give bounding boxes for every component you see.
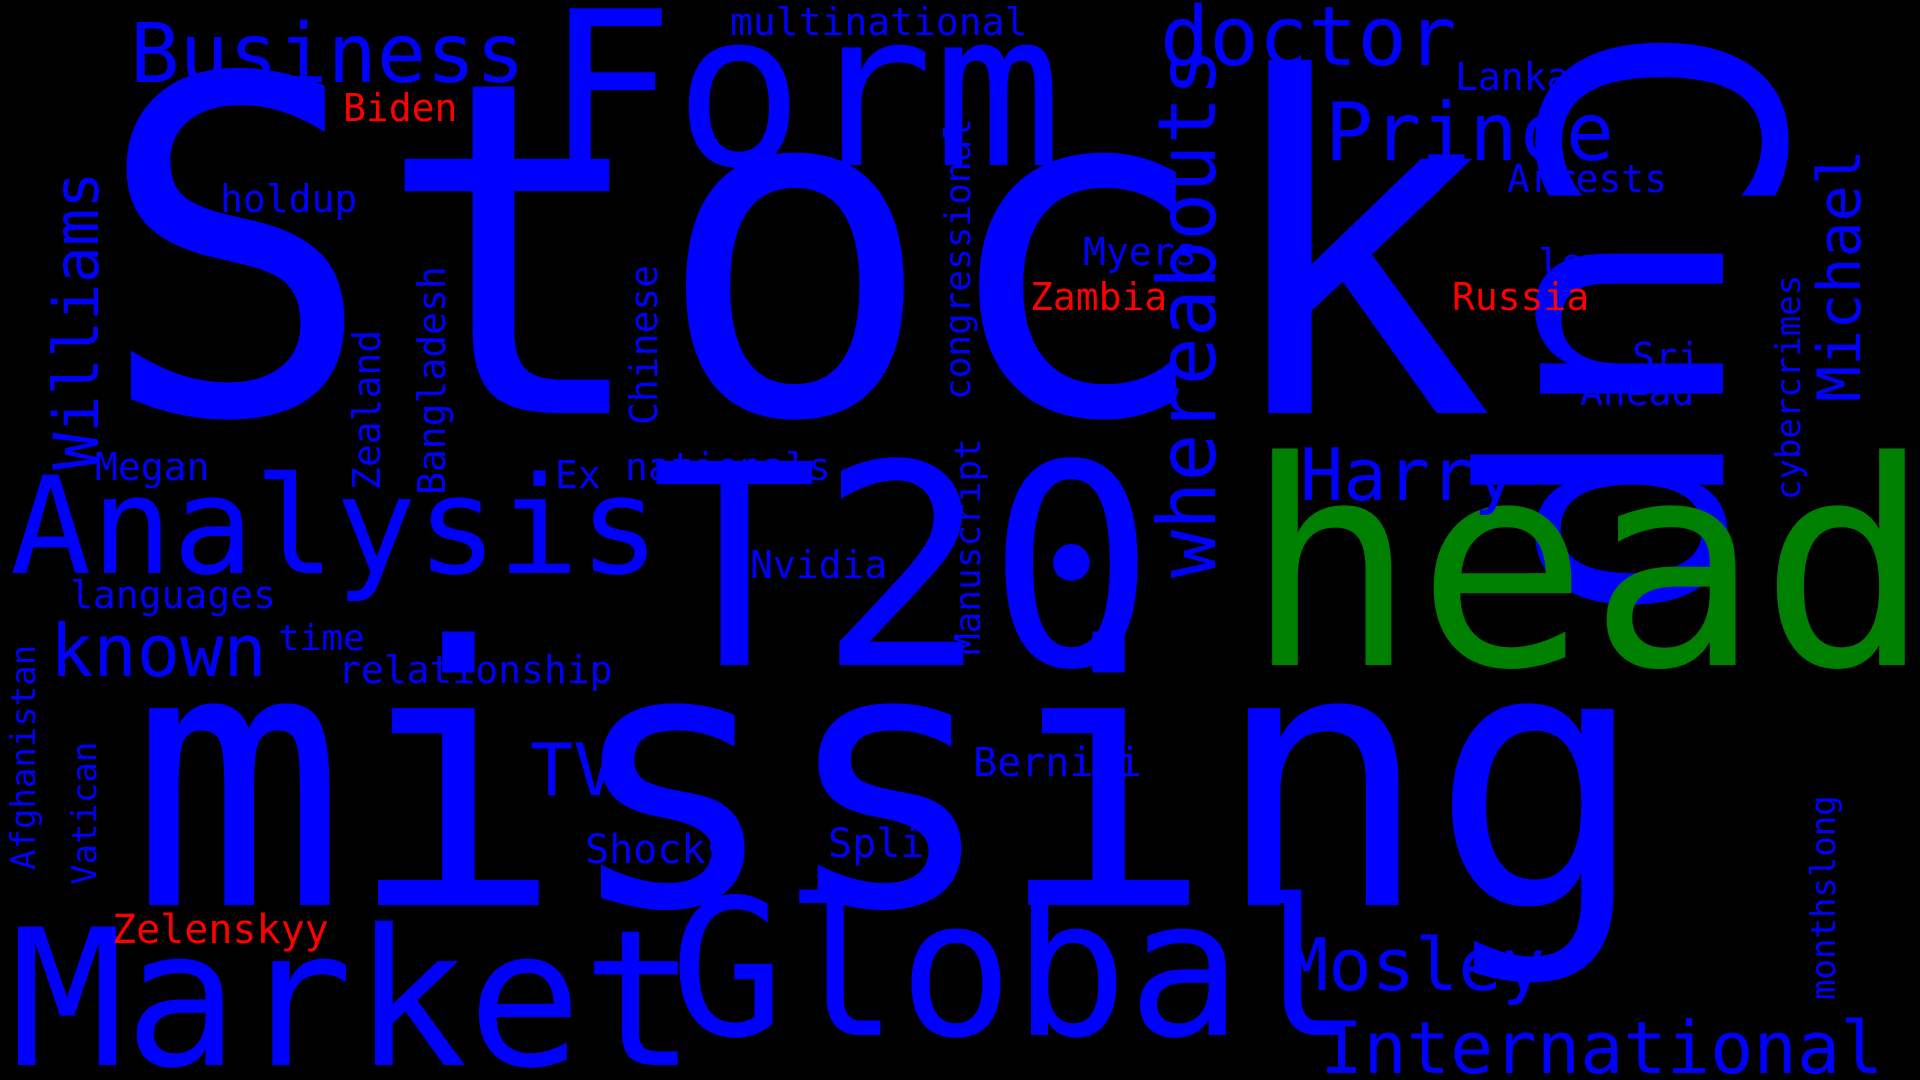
word-low: low <box>1538 241 1607 285</box>
word-global: Global <box>670 859 1356 1080</box>
word-stock: Stock <box>95 0 1495 523</box>
word-vatican: Vatican <box>65 742 105 885</box>
word-bernini: Bernini <box>973 740 1142 786</box>
word-zealand: Zealand <box>345 330 389 490</box>
word-head: head <box>1245 401 1920 733</box>
word-chinese: Chinese <box>622 265 666 425</box>
word-sri: Sri <box>1632 335 1701 379</box>
word-market: Market <box>10 889 696 1080</box>
word-known: known <box>50 609 267 693</box>
word-bangladesh: Bangladesh <box>410 266 454 495</box>
word-form: Form <box>545 0 1063 216</box>
word-arrests: Arrests <box>1507 157 1667 201</box>
word-analysis: Analysis <box>10 448 660 605</box>
word-prince: Prince <box>1325 86 1614 179</box>
word-michael: Michael <box>1805 149 1875 402</box>
word-ex: Ex <box>555 453 601 497</box>
word-nationals: nationals <box>625 445 831 489</box>
word-zelenskyy: Zelenskyy <box>112 907 329 953</box>
word-nvidia: Nvidia <box>750 543 887 587</box>
word-monthslong: monthslong <box>1804 795 1844 1000</box>
word-languages: languages <box>70 573 276 617</box>
word-manuscript: Manuscript <box>948 438 989 655</box>
word-missing: missing <box>130 571 1647 990</box>
word-relationship: relationship <box>338 648 613 692</box>
word-myers: Myers <box>1083 230 1197 274</box>
word-lanka: Lanka <box>1455 55 1569 99</box>
word-biden: Biden <box>343 86 457 130</box>
word-doctor: doctor <box>1160 0 1456 85</box>
word-tv: TV <box>530 728 617 812</box>
word-mosley: Mosley <box>1285 923 1545 1007</box>
word-whereabouts: whereabouts <box>1141 48 1234 578</box>
word-megan: Megan <box>95 445 209 489</box>
word-cybercrimes: cybercrimes <box>1769 275 1809 500</box>
word-shocks: Shocks <box>585 827 730 873</box>
word-harry: Harry <box>1300 433 1517 517</box>
word-williams: Williams <box>40 171 113 470</box>
word-business: Business <box>130 7 525 102</box>
word-cup: Cup <box>1460 20 1850 625</box>
word-zambia: Zambia <box>1030 275 1167 319</box>
word-multinational: multinational <box>730 0 1027 44</box>
word-russia: Russia <box>1452 275 1589 319</box>
word-ahead: Ahead <box>1580 370 1694 414</box>
word-t20: T20 <box>650 406 1156 732</box>
word-international: International <box>1320 1006 1884 1080</box>
word-congressional: congressional <box>938 118 979 400</box>
word-time: time <box>278 618 365 659</box>
word-afghanistan: Afghanistan <box>4 645 44 870</box>
word-holdup: holdup <box>220 177 357 221</box>
word-split: Split <box>828 821 948 867</box>
